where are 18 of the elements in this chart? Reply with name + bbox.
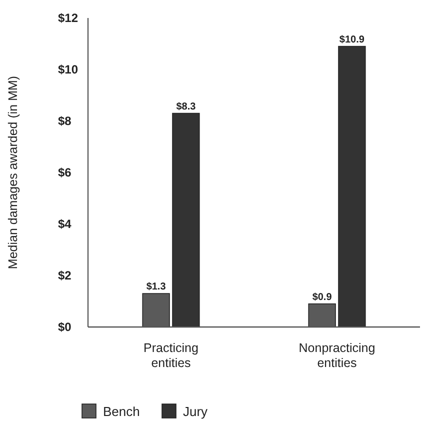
text: $10.9 — [339, 34, 364, 46]
x-tick-label: Nonpracticing entities — [298, 341, 376, 370]
bar — [172, 112, 200, 328]
y-tick-label: $10 — [58, 62, 78, 76]
y-tick-label: $12 — [58, 11, 78, 25]
text: $8.3 — [176, 101, 196, 112]
y-tick-label: $2 — [58, 268, 72, 282]
legend-label: Bench — [103, 404, 140, 419]
y-axis-title: Median damages awarded (in MM) — [6, 76, 20, 270]
y-tick-label: $8 — [58, 114, 72, 128]
y-tick-label: $0 — [58, 320, 72, 334]
y-tick-label: $4 — [58, 217, 72, 231]
text: $1.3 — [146, 282, 166, 293]
y-tick-label: $6 — [58, 166, 72, 180]
text: $0.9 — [312, 292, 332, 303]
legend-label: Jury — [183, 404, 208, 419]
x-tick-label: Practicing entities — [144, 341, 198, 370]
bar — [338, 46, 366, 328]
